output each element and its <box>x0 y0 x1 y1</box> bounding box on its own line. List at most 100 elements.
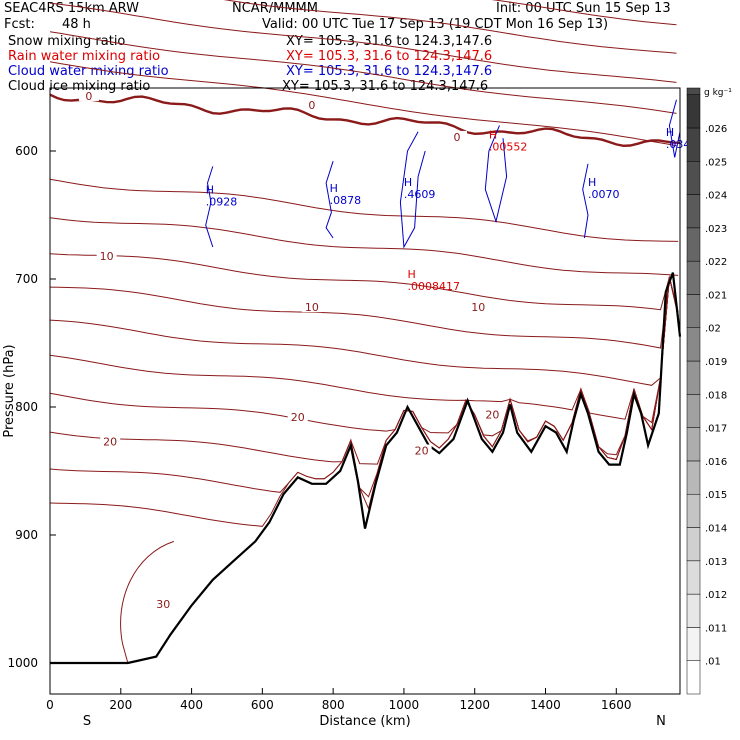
colorbar-label: .014 <box>705 524 727 535</box>
maximum-value: .034 <box>666 138 691 151</box>
x-tick-label: 1600 <box>601 698 632 712</box>
maximum-marker: H <box>407 268 415 281</box>
maximum-marker: H <box>666 126 674 139</box>
colorbar-swatch <box>686 260 701 295</box>
x-tick-label: 400 <box>180 698 203 712</box>
colorbar-swatch <box>686 360 701 395</box>
isotherm-label-bg <box>447 130 468 142</box>
colorbar-label: .012 <box>705 590 727 601</box>
isotherm-line <box>49 276 679 456</box>
isotherm-label-bg <box>411 444 432 456</box>
x-tick-label: 800 <box>322 698 345 712</box>
colorbar-swatch <box>686 227 701 262</box>
isotherm-label: 10 <box>305 301 319 314</box>
cloud-water-contour <box>582 163 589 239</box>
colorbar-label: .015 <box>705 490 727 501</box>
isotherm-line <box>49 31 677 114</box>
maxima-labels: H.00275440H.000906H.000133H.00074H.00083… <box>206 126 691 293</box>
x-tick-label: 0 <box>46 698 54 712</box>
isotherm-labels: -70-70-60-50-50-40-40-30-30-30-20-20-10-… <box>78 0 503 611</box>
isotherm-line <box>49 178 679 242</box>
maximum-value: .0928 <box>206 195 238 208</box>
colorbar-swatch <box>686 394 701 428</box>
field-label-cloud-water: Cloud water mixing ratio <box>8 64 169 79</box>
colorbar-swatch <box>686 560 701 595</box>
cloud-water-contour <box>484 125 508 224</box>
isotherm-line <box>223 0 677 54</box>
field-label-cloud-ice: Cloud ice mixing ratio <box>8 79 151 94</box>
isotherm-label: 0 <box>85 90 92 103</box>
colorbar-label: .025 <box>705 157 727 168</box>
y-axis-label: Pressure (hPa) <box>2 344 17 437</box>
maximum-marker: H <box>404 176 412 189</box>
isotherm-line <box>49 253 679 313</box>
y-tick-label: 800 <box>15 400 38 414</box>
forecast-label: Fcst: <box>4 17 35 32</box>
x-tick-label: 600 <box>251 698 274 712</box>
isotherm-line <box>49 276 679 349</box>
colorbar-swatch <box>686 161 701 195</box>
colorbar-label: .024 <box>705 191 727 202</box>
isotherm-label-bg <box>153 598 174 610</box>
colorbar-label: .023 <box>705 224 727 235</box>
isotherm-line <box>49 61 677 147</box>
field-label-snow: Snow mixing ratio <box>8 34 126 49</box>
isotherm-label: 20 <box>103 436 117 449</box>
maximum-value: .0878 <box>330 194 362 207</box>
cloud-water-contours <box>205 99 681 249</box>
isotherm-label: 20 <box>415 445 429 458</box>
isotherm-line <box>49 276 679 424</box>
isotherm-line <box>49 217 679 276</box>
isotherm-contours <box>49 0 681 664</box>
colorbar-label: .018 <box>705 390 727 401</box>
field-label-rain: Rain water mixing ratio <box>8 49 161 64</box>
forecast-hours: 48 h <box>62 17 91 32</box>
cloud-water-contour <box>205 166 214 248</box>
colorbar-swatch <box>686 94 701 129</box>
x-axis-label: Distance (km) <box>319 714 410 729</box>
colorbar-label: .019 <box>705 357 727 368</box>
colorbar-label: .022 <box>705 257 727 268</box>
colorbar-swatch <box>686 460 701 495</box>
isotherm-label-bg <box>78 89 99 101</box>
colorbar-swatch <box>686 327 701 362</box>
zero-isotherm-line <box>49 93 681 148</box>
colorbar-label: .013 <box>705 557 727 568</box>
x-tick-label: 1000 <box>389 698 420 712</box>
valid-time: Valid: 00 UTC Tue 17 Sep 13 (19 CDT Mon … <box>262 17 609 32</box>
plot-frame <box>49 87 681 695</box>
field-xy-cloud-water: XY= 105.3, 31.6 to 124.3,147.6 <box>286 64 493 79</box>
colorbar-swatch <box>686 427 701 462</box>
maximum-marker: H <box>206 183 214 196</box>
isotherm-line <box>49 276 679 386</box>
isotherm-line <box>49 2 677 83</box>
maximum-marker: H <box>330 182 338 195</box>
colorbar-swatch <box>686 593 701 628</box>
cloud-water-contour <box>325 161 334 239</box>
maximum-value: .00552 <box>489 140 528 153</box>
colorbar-label: .016 <box>705 457 727 468</box>
colorbar-label: .01 <box>705 657 721 668</box>
field-xy-rain: XY= 105.3, 31.6 to 124.3,147.6 <box>286 49 493 64</box>
isotherm-label-bg <box>96 249 117 261</box>
isotherm-label-bg <box>482 408 503 420</box>
isotherm-label: 10 <box>100 250 114 263</box>
maximum-value: .4609 <box>404 188 436 201</box>
colorbar-swatch <box>686 660 701 695</box>
colorbar-label: .021 <box>705 290 727 301</box>
isotherm-label: 20 <box>291 411 305 424</box>
colorbar-label: .02 <box>705 324 721 335</box>
maximum-marker: H <box>489 128 497 141</box>
axes: 0 200 400 600 800 1000 1200 1400 1600 1000 900 800 7… <box>2 144 666 729</box>
colorbar-swatch <box>686 627 701 661</box>
isotherm-line <box>491 0 677 26</box>
org-label: NCAR/MMMM <box>232 1 318 16</box>
x-tick-label: 1400 <box>530 698 561 712</box>
colorbar-label: .026 <box>705 124 727 135</box>
isotherm-label: 30 <box>156 598 170 611</box>
isotherm-label: 0 <box>454 131 461 144</box>
colorbar: .01 .011 .012 .013 .014 .015 .016 .017 .018 .019.… <box>686 87 732 695</box>
isotherm-label-bg <box>301 301 322 313</box>
maximum-marker: H <box>588 176 596 189</box>
